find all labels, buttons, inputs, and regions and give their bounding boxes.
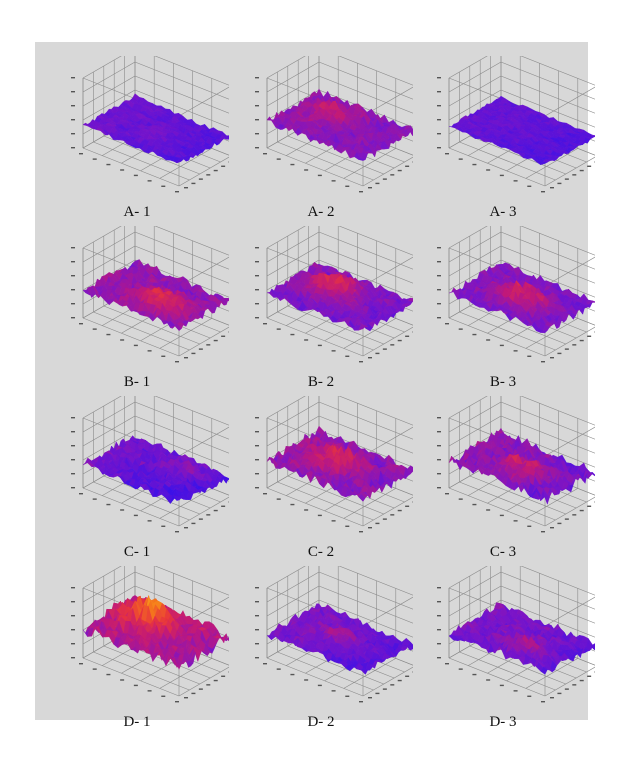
surface-plot (437, 226, 595, 363)
surface-panel: B- 3 (411, 226, 595, 394)
axis-ticks (255, 77, 413, 193)
surface-mesh (448, 95, 595, 166)
axis-ticks (255, 417, 413, 533)
surface-plot (255, 396, 413, 533)
panel-label: B- 1 (123, 374, 151, 390)
surface-plot (71, 566, 229, 703)
surface-mesh (82, 93, 229, 164)
surface-panel: A- 3 (411, 56, 595, 224)
surface-mesh (448, 262, 595, 334)
surface-panel: C- 1 (45, 396, 229, 564)
panel-label: D- 3 (489, 714, 517, 730)
surface-mesh (82, 259, 229, 331)
surface-panel: C- 3 (411, 396, 595, 564)
surface-panel: A- 1 (45, 56, 229, 224)
surface-plot (71, 396, 229, 533)
surface-plot (255, 566, 413, 703)
axis-ticks (71, 587, 229, 703)
surface-plot-grid: A- 1 A- 2 A- 3 B- 1 B- 2 B- 3 C- 1 C- 2 C- 3 D- 1… (35, 42, 595, 730)
axis-ticks (437, 247, 595, 363)
axis-ticks (71, 417, 229, 533)
surface-plot (255, 226, 413, 363)
surface-mesh (82, 435, 229, 505)
surface-mesh (266, 425, 413, 502)
panel-label: C- 1 (123, 544, 151, 560)
surface-plot (71, 226, 229, 363)
surface-panel: D- 1 (45, 566, 229, 734)
panel-label: B- 3 (489, 374, 517, 390)
surface-mesh (448, 427, 595, 505)
surface-mesh (82, 595, 229, 670)
panel-label: C- 2 (307, 544, 335, 560)
surface-mesh (266, 603, 413, 675)
surface-mesh (266, 88, 413, 161)
axis-ticks (437, 417, 595, 533)
surface-panel: D- 2 (229, 566, 413, 734)
surface-plot (71, 56, 229, 193)
axis-ticks (255, 247, 413, 363)
panel-label: A- 2 (307, 204, 335, 220)
panel-label: A- 3 (489, 204, 517, 220)
panel-label: A- 1 (123, 204, 151, 220)
axis-ticks (437, 77, 595, 193)
surface-plot (437, 566, 595, 703)
panel-label: D- 1 (123, 714, 151, 730)
surface-panel: C- 2 (229, 396, 413, 564)
surface-plot (437, 396, 595, 533)
axis-ticks (255, 587, 413, 703)
surface-panel: A- 2 (229, 56, 413, 224)
axis-ticks (71, 247, 229, 363)
axis-ticks (71, 77, 229, 193)
surface-plot (437, 56, 595, 193)
surface-panel: B- 1 (45, 226, 229, 394)
surface-panel: B- 2 (229, 226, 413, 394)
axis-ticks (437, 587, 595, 703)
surface-plot (255, 56, 413, 193)
surface-mesh (448, 602, 595, 675)
panel-label: B- 2 (307, 374, 335, 390)
surface-mesh (266, 262, 413, 332)
panel-label: C- 3 (489, 544, 517, 560)
surface-panel: D- 3 (411, 566, 595, 734)
panel-label: D- 2 (307, 714, 335, 730)
